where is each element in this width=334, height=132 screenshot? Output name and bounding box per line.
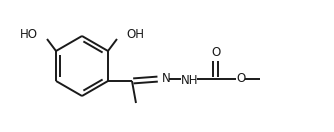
Text: O: O xyxy=(211,46,220,58)
Text: HO: HO xyxy=(20,27,38,41)
Text: O: O xyxy=(236,72,245,86)
Text: NH: NH xyxy=(181,74,199,86)
Text: N: N xyxy=(162,72,170,84)
Text: OH: OH xyxy=(126,27,144,41)
